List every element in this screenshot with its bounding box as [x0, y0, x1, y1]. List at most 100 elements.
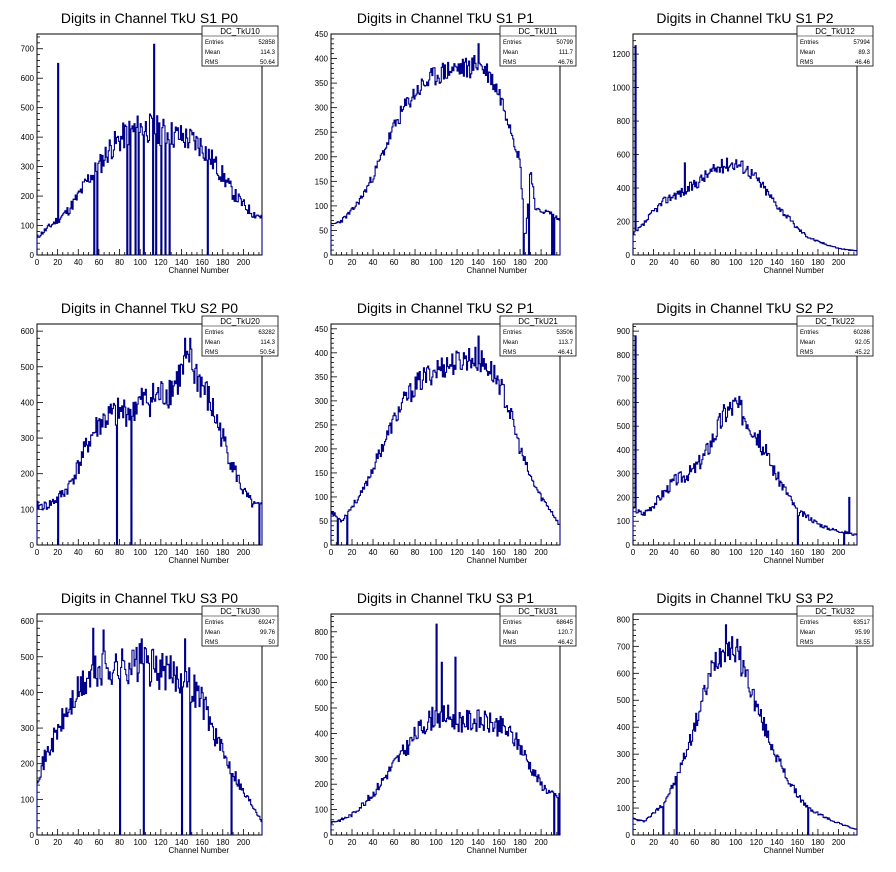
x-tick-label: 200	[237, 548, 251, 557]
histogram-series	[330, 623, 561, 836]
y-tick-label: 500	[21, 653, 35, 662]
stats-mean-label: Mean	[503, 50, 518, 56]
x-tick-label: 160	[791, 838, 805, 847]
panel-title: Digits in Channel TkU S3 P1	[357, 590, 534, 606]
stats-box: DC_TkU22 Entries 60286 Mean 92.05 RMS 45.22	[796, 315, 874, 357]
x-tick-label: 40	[369, 838, 378, 847]
y-tick-label: 0	[626, 541, 631, 550]
y-tick-label: 200	[617, 493, 631, 502]
panel-title: Digits in Channel TkU S1 P0	[61, 10, 238, 26]
stats-box-frame	[201, 25, 279, 67]
stats-box: DC_TkU10 Entries 52858 Mean 114.3 RMS 50.64	[201, 25, 279, 67]
x-tick-label: 0	[35, 838, 40, 847]
x-tick-label: 160	[195, 258, 209, 267]
stats-entries-value: 60286	[853, 330, 870, 336]
x-axis-title: Channel Number	[764, 846, 825, 855]
x-tick-label: 20	[348, 548, 357, 557]
stats-rms-value: 45.22	[855, 350, 871, 356]
stats-mean-label: Mean	[205, 50, 220, 56]
histogram-series	[632, 624, 858, 836]
x-axis-title: Channel Number	[169, 556, 230, 565]
x-tick-label: 160	[791, 258, 805, 267]
stats-box-frame	[796, 605, 874, 647]
histogram-panel-3: Digits in Channel TkU S1 P2 0 20 40 60 80 100 1…	[612, 10, 874, 275]
y-tick-label: 700	[21, 45, 35, 54]
x-tick-label: 60	[690, 258, 699, 267]
x-tick-label: 40	[74, 548, 83, 557]
y-tick-label: 500	[617, 422, 631, 431]
y-tick-label: 700	[617, 642, 631, 651]
stats-rms-label: RMS	[800, 350, 813, 356]
x-axis-title: Channel Number	[169, 266, 230, 275]
histogram-panel-4: Digits in Channel TkU S2 P0 0 20 40 60 80 100 1…	[21, 300, 279, 565]
x-tick-label: 200	[237, 258, 251, 267]
stats-rms-label: RMS	[503, 60, 516, 66]
y-tick-label: 800	[315, 628, 329, 637]
x-tick-label: 20	[53, 548, 62, 557]
stats-mean-value: 114.3	[260, 340, 275, 346]
histogram-series	[330, 43, 561, 256]
x-tick-label: 100	[134, 258, 148, 267]
histogram-series	[330, 335, 561, 546]
x-tick-label: 200	[237, 838, 251, 847]
stats-rms-value: 50	[268, 640, 275, 646]
y-tick-label: 200	[315, 153, 329, 162]
histogram-series	[36, 337, 263, 546]
histogram-series	[36, 627, 263, 836]
histogram-panel-6: Digits in Channel TkU S2 P2 0 20 40 60 80 100 1…	[617, 300, 874, 565]
stats-entries-value: 68645	[556, 620, 573, 626]
x-tick-label: 60	[390, 258, 399, 267]
histogram-panel-1: Digits in Channel TkU S1 P0 0 20 40 60 80 100 1…	[21, 10, 279, 275]
y-tick-label: 250	[315, 421, 329, 430]
stats-entries-label: Entries	[205, 40, 224, 46]
y-tick-label: 150	[315, 177, 329, 186]
plot-frame	[36, 613, 263, 836]
y-tick-label: 450	[315, 30, 329, 39]
x-tick-label: 20	[53, 258, 62, 267]
x-tick-label: 180	[811, 548, 825, 557]
y-tick-label: 900	[617, 327, 631, 336]
y-tick-label: 600	[21, 74, 35, 83]
x-tick-label: 100	[729, 258, 743, 267]
x-tick-label: 80	[115, 838, 124, 847]
y-tick-label: 200	[21, 760, 35, 769]
x-tick-label: 200	[832, 258, 846, 267]
panel-title: Digits in Channel TkU S2 P2	[656, 300, 833, 316]
y-tick-label: 300	[21, 724, 35, 733]
x-tick-label: 20	[649, 548, 658, 557]
y-tick-label: 0	[30, 541, 35, 550]
stats-name: DC_TkU30	[220, 607, 260, 616]
y-tick-label: 300	[617, 470, 631, 479]
y-tick-label: 300	[315, 397, 329, 406]
x-tick-label: 60	[390, 838, 399, 847]
stats-name: DC_TkU11	[519, 27, 559, 36]
y-tick-label: 200	[617, 777, 631, 786]
x-tick-label: 60	[94, 548, 103, 557]
x-tick-label: 200	[534, 548, 548, 557]
plot-frame	[36, 323, 263, 546]
y-tick-label: 800	[617, 351, 631, 360]
stats-mean-label: Mean	[800, 630, 815, 636]
x-tick-label: 60	[690, 548, 699, 557]
x-tick-label: 160	[492, 258, 506, 267]
stats-mean-label: Mean	[800, 340, 815, 346]
histogram-series	[632, 335, 858, 546]
stats-rms-value: 50.54	[260, 350, 276, 356]
y-tick-label: 100	[315, 493, 329, 502]
plot-frame	[632, 613, 858, 836]
x-tick-label: 20	[348, 258, 357, 267]
y-tick-label: 100	[315, 806, 329, 815]
y-tick-label: 300	[617, 750, 631, 759]
x-tick-label: 0	[35, 258, 40, 267]
stats-mean-value: 120.7	[558, 630, 574, 636]
x-tick-label: 80	[711, 838, 720, 847]
x-tick-label: 160	[195, 838, 209, 847]
y-tick-label: 600	[617, 669, 631, 678]
y-tick-label: 450	[315, 325, 329, 334]
x-axis-title: Channel Number	[467, 266, 528, 275]
stats-entries-label: Entries	[503, 330, 522, 336]
x-tick-label: 0	[329, 838, 334, 847]
x-tick-label: 120	[154, 258, 168, 267]
stats-box-frame	[499, 25, 577, 67]
